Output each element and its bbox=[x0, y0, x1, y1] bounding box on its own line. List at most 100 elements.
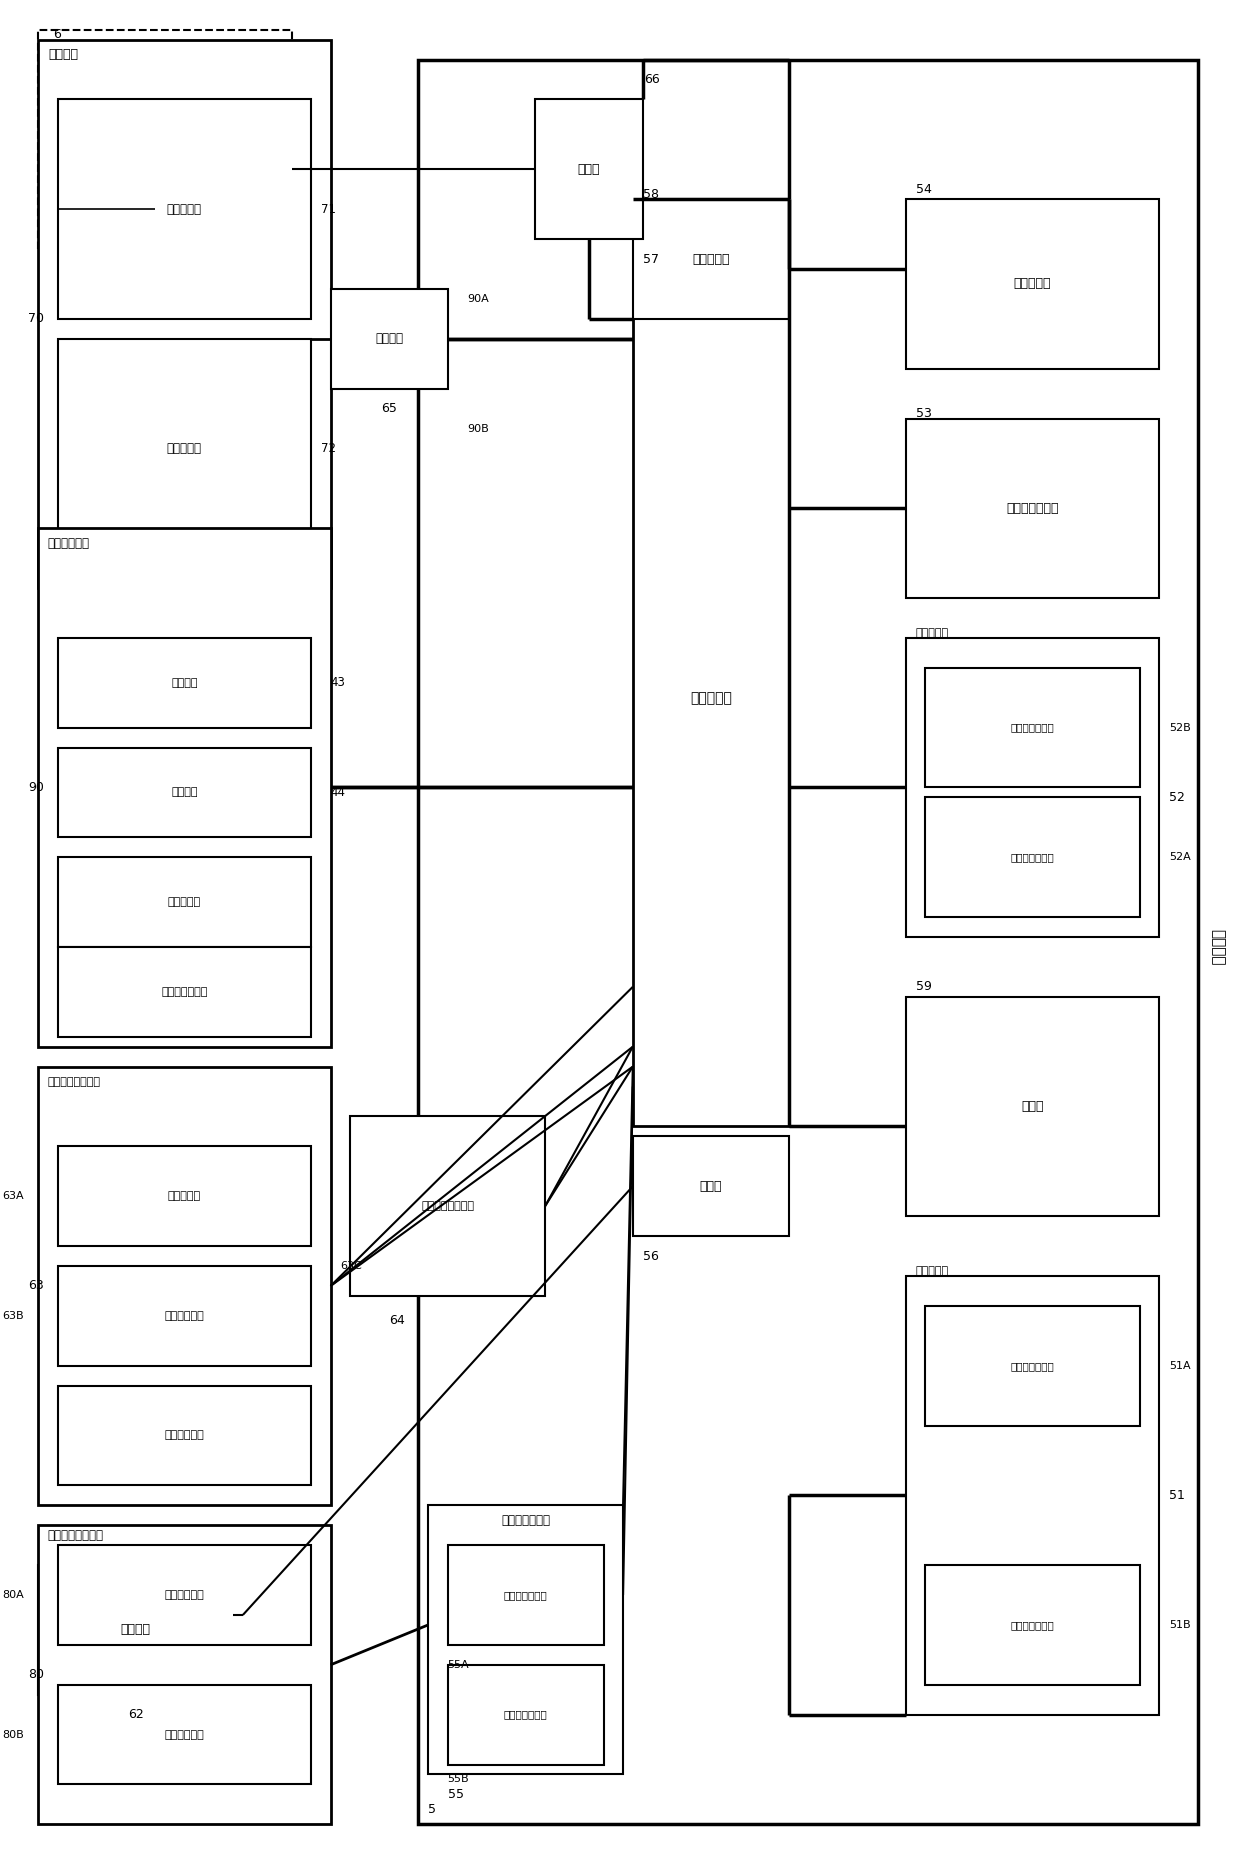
FancyBboxPatch shape bbox=[905, 997, 1159, 1215]
Text: 52A: 52A bbox=[1169, 851, 1190, 863]
FancyBboxPatch shape bbox=[905, 418, 1159, 597]
Text: 90A: 90A bbox=[467, 293, 489, 304]
FancyBboxPatch shape bbox=[53, 209, 160, 224]
Text: 惯性导航模块: 惯性导航模块 bbox=[165, 1729, 205, 1740]
Text: 57: 57 bbox=[642, 252, 658, 265]
FancyBboxPatch shape bbox=[57, 80, 155, 209]
Text: 56: 56 bbox=[642, 1249, 658, 1262]
FancyBboxPatch shape bbox=[925, 797, 1140, 917]
Text: 63C: 63C bbox=[340, 1260, 362, 1271]
Text: 转向手柄: 转向手柄 bbox=[171, 678, 197, 687]
Text: 作业设备群: 作业设备群 bbox=[167, 442, 202, 456]
FancyBboxPatch shape bbox=[57, 1266, 311, 1365]
FancyBboxPatch shape bbox=[925, 1565, 1140, 1684]
Text: 55A: 55A bbox=[448, 1660, 469, 1669]
Text: 44: 44 bbox=[331, 786, 346, 799]
FancyBboxPatch shape bbox=[57, 1684, 311, 1785]
Text: 80: 80 bbox=[29, 1669, 45, 1682]
FancyBboxPatch shape bbox=[331, 289, 448, 388]
Text: 52B: 52B bbox=[1169, 723, 1190, 732]
Text: 作业控制部: 作业控制部 bbox=[915, 627, 949, 639]
Text: 71: 71 bbox=[321, 204, 336, 217]
FancyBboxPatch shape bbox=[38, 528, 331, 1047]
FancyBboxPatch shape bbox=[185, 110, 263, 189]
Text: 自动行驶控制部: 自动行驶控制部 bbox=[1011, 1621, 1054, 1630]
Text: 5: 5 bbox=[428, 1804, 436, 1817]
FancyBboxPatch shape bbox=[350, 1116, 546, 1296]
Text: 手动行驶控制部: 手动行驶控制部 bbox=[1011, 1361, 1054, 1370]
Text: 模式操作件: 模式操作件 bbox=[167, 898, 201, 907]
Text: 63A: 63A bbox=[2, 1191, 24, 1200]
Text: 51B: 51B bbox=[1169, 1621, 1190, 1630]
Text: 行驶设备群: 行驶设备群 bbox=[167, 204, 202, 217]
FancyBboxPatch shape bbox=[57, 1546, 311, 1645]
FancyBboxPatch shape bbox=[418, 60, 1198, 1824]
Text: 本车位置检测模块: 本车位置检测模块 bbox=[48, 1529, 104, 1542]
Text: 52: 52 bbox=[1169, 792, 1185, 805]
Text: 80B: 80B bbox=[1, 1729, 24, 1740]
FancyBboxPatch shape bbox=[175, 90, 272, 200]
Text: 转向角传感器: 转向角传感器 bbox=[165, 1430, 205, 1441]
Text: 输入处理部: 输入处理部 bbox=[689, 691, 732, 704]
Text: 63B: 63B bbox=[2, 1311, 24, 1320]
Text: 设备驱动: 设备驱动 bbox=[374, 332, 403, 345]
FancyBboxPatch shape bbox=[57, 857, 311, 947]
FancyBboxPatch shape bbox=[57, 1146, 311, 1245]
Text: 通知装置: 通知装置 bbox=[120, 1624, 150, 1635]
Text: 自动开始操作件: 自动开始操作件 bbox=[161, 988, 207, 997]
Text: 输出处理部: 输出处理部 bbox=[692, 252, 729, 265]
Text: 64: 64 bbox=[389, 1314, 404, 1327]
Text: 主变速杆: 主变速杆 bbox=[171, 788, 197, 797]
Text: 72: 72 bbox=[321, 442, 336, 456]
Text: 行驶控制部: 行驶控制部 bbox=[915, 1266, 949, 1275]
Text: 66: 66 bbox=[645, 73, 660, 86]
Text: 70: 70 bbox=[29, 312, 45, 325]
FancyBboxPatch shape bbox=[38, 1066, 331, 1505]
FancyBboxPatch shape bbox=[925, 1305, 1140, 1426]
FancyBboxPatch shape bbox=[57, 99, 311, 319]
FancyBboxPatch shape bbox=[57, 947, 311, 1036]
Text: 51: 51 bbox=[1169, 1488, 1185, 1501]
FancyBboxPatch shape bbox=[632, 269, 789, 1126]
FancyBboxPatch shape bbox=[38, 30, 291, 248]
FancyBboxPatch shape bbox=[38, 1565, 233, 1695]
Text: 手动作业控制部: 手动作业控制部 bbox=[1011, 723, 1054, 732]
Text: 行驶状态传感器群: 行驶状态传感器群 bbox=[48, 1077, 100, 1087]
FancyBboxPatch shape bbox=[905, 200, 1159, 368]
Text: 农田形状计算部: 农田形状计算部 bbox=[503, 1710, 547, 1720]
FancyBboxPatch shape bbox=[632, 200, 789, 319]
FancyBboxPatch shape bbox=[632, 1137, 789, 1236]
Text: 卫星导航模块: 卫星导航模块 bbox=[165, 1591, 205, 1600]
FancyBboxPatch shape bbox=[38, 1525, 331, 1824]
FancyBboxPatch shape bbox=[925, 668, 1140, 788]
Text: 行驶操作单元: 行驶操作单元 bbox=[48, 536, 89, 549]
FancyBboxPatch shape bbox=[448, 1546, 604, 1645]
FancyBboxPatch shape bbox=[536, 99, 642, 239]
Text: 障碍物检测器: 障碍物检测器 bbox=[165, 1311, 205, 1320]
Text: 控制单元: 控制单元 bbox=[1210, 928, 1225, 965]
FancyBboxPatch shape bbox=[448, 1665, 604, 1764]
Text: 65: 65 bbox=[381, 401, 397, 414]
Text: 62: 62 bbox=[128, 1708, 144, 1721]
FancyBboxPatch shape bbox=[905, 639, 1159, 937]
Text: 63: 63 bbox=[29, 1279, 45, 1292]
Text: 58: 58 bbox=[642, 189, 658, 202]
Text: 80A: 80A bbox=[1, 1591, 24, 1600]
Text: 路径设定部: 路径设定部 bbox=[1014, 278, 1052, 291]
Text: 通信部: 通信部 bbox=[578, 162, 600, 175]
FancyBboxPatch shape bbox=[57, 338, 311, 558]
Text: 6: 6 bbox=[53, 28, 61, 41]
Text: 54: 54 bbox=[915, 183, 931, 196]
Text: 存储部: 存储部 bbox=[1022, 1100, 1044, 1113]
Text: 行驶轨迹计算部: 行驶轨迹计算部 bbox=[503, 1591, 547, 1600]
Text: 55: 55 bbox=[448, 1789, 464, 1802]
Text: 动作设备: 动作设备 bbox=[48, 49, 78, 62]
Text: 行驶模式管理部: 行驶模式管理部 bbox=[1006, 502, 1059, 515]
Text: 55B: 55B bbox=[448, 1774, 469, 1785]
Text: 90: 90 bbox=[29, 780, 45, 793]
Text: 本车位置计算部: 本车位置计算部 bbox=[501, 1514, 551, 1527]
Text: 通知部: 通知部 bbox=[699, 1180, 722, 1193]
Text: 59: 59 bbox=[915, 980, 931, 993]
Text: 作业状态传感器群: 作业状态传感器群 bbox=[422, 1200, 474, 1212]
FancyBboxPatch shape bbox=[57, 747, 311, 836]
